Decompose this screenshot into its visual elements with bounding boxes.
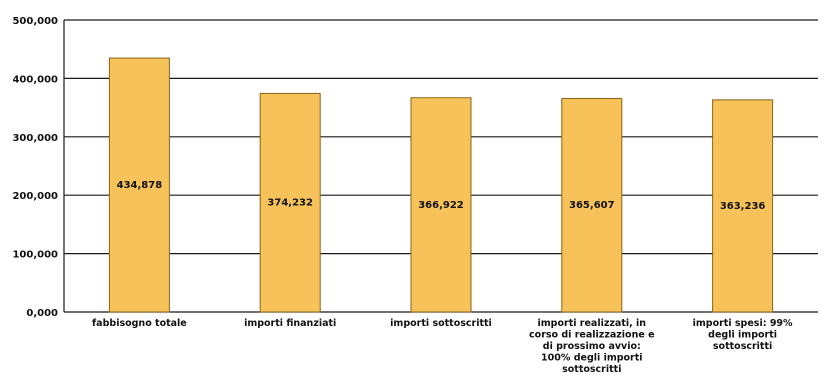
- bar: [712, 99, 774, 313]
- bar: [259, 92, 321, 313]
- y-tick-label: 400,000: [12, 74, 58, 85]
- data-label: 374,232: [267, 198, 313, 209]
- bar: [561, 97, 623, 313]
- x-axis: fabbisogno totale importi finanziati impor…: [92, 318, 793, 375]
- data-label-layer: 434,878 374,232 366,922 365,607 363,236: [117, 180, 766, 212]
- bar: [108, 57, 170, 313]
- x-category-label: corso di realizzazione e: [529, 330, 655, 341]
- x-category-label: importi spesi: 99%: [693, 318, 793, 329]
- x-category-label: di prossimo avvio:: [543, 341, 641, 352]
- x-category-label: importi sottoscritti: [390, 318, 492, 329]
- x-category-label: importi realizzati, in: [538, 318, 647, 329]
- y-axis: 0,000 100,000 200,000 300,000 400,000 500,000: [12, 16, 58, 319]
- x-category-label: degli importi: [708, 330, 777, 341]
- data-label: 363,236: [720, 201, 766, 212]
- x-category-label: sottoscritti: [713, 341, 772, 352]
- x-category-label: 100% degli importi: [541, 353, 643, 364]
- bar-layer: [108, 57, 774, 313]
- y-tick-label: 300,000: [12, 133, 58, 144]
- y-tick-label: 0,000: [26, 308, 58, 319]
- x-category-label: importi finanziati: [244, 318, 336, 329]
- data-label: 434,878: [117, 180, 163, 191]
- y-tick-label: 500,000: [12, 16, 58, 27]
- y-tick-label: 200,000: [12, 191, 58, 202]
- data-label: 366,922: [418, 200, 464, 211]
- y-tick-label: 100,000: [12, 250, 58, 261]
- x-category-label: fabbisogno totale: [92, 318, 187, 329]
- data-label: 365,607: [569, 200, 615, 211]
- bar: [410, 97, 472, 313]
- x-category-label: sottoscritti: [562, 364, 621, 375]
